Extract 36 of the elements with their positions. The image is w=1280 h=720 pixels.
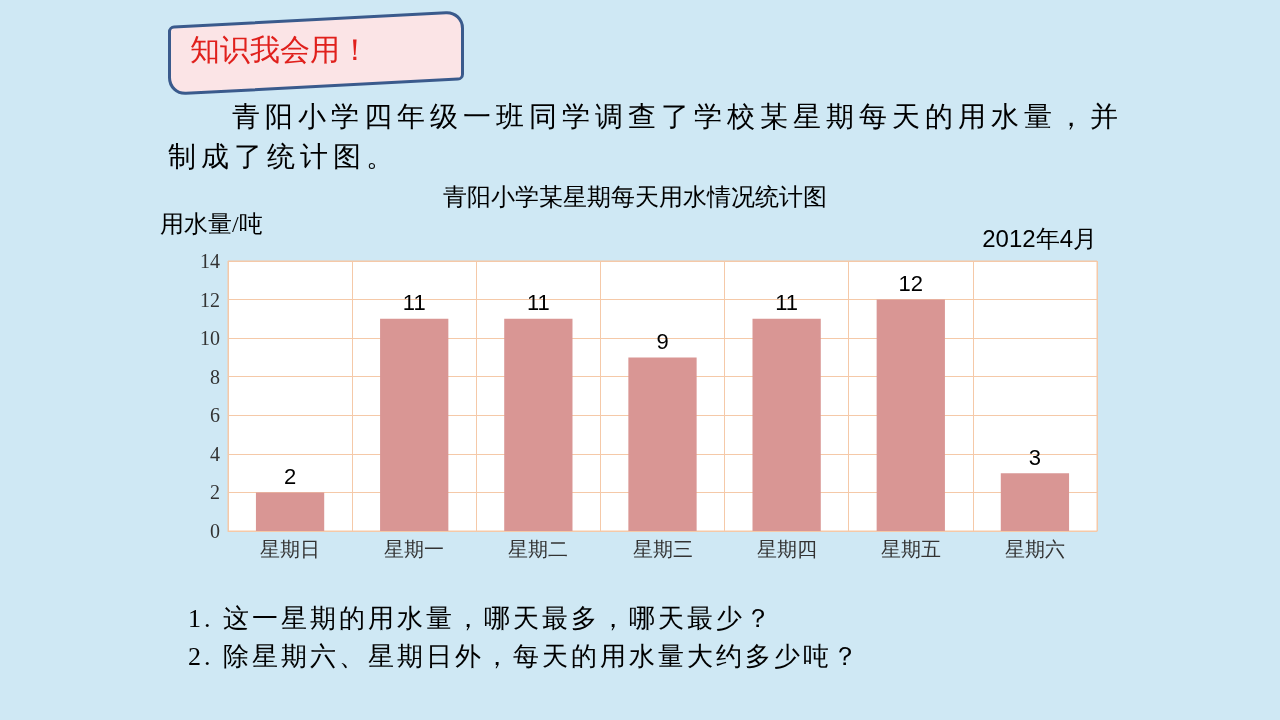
data-label: 9: [656, 328, 669, 354]
y-tick-label: 6: [210, 404, 220, 427]
y-tick-label: 10: [200, 327, 220, 350]
x-tick-label: 星期三: [632, 538, 693, 560]
data-label: 11: [775, 290, 799, 316]
text: 知识我会用！: [190, 32, 370, 68]
y-tick-label: 2: [210, 481, 220, 504]
y-tick-label: 8: [210, 365, 220, 388]
x-tick-label: 星期六: [1004, 538, 1065, 560]
data-label: 12: [898, 271, 924, 297]
y-tick-label: 12: [200, 288, 220, 311]
data-label: 11: [402, 290, 426, 316]
bar: [380, 318, 449, 531]
y-axis-title: 用水量/吨: [160, 211, 263, 237]
bar: [752, 318, 821, 531]
data-label: 2: [283, 463, 297, 489]
bar: [628, 357, 697, 531]
y-tick-label: 14: [200, 250, 220, 272]
chart-title: 青阳小学某星期每天用水情况统计图: [443, 184, 827, 210]
x-tick-label: 星期四: [756, 538, 817, 560]
x-tick-label: 星期一: [384, 538, 445, 560]
text: 2012年4月: [982, 224, 1098, 252]
text: 2. 除星期六、星期日外，每天的用水量大约多少吨？: [188, 641, 861, 673]
bar: [876, 299, 945, 531]
bar: [1000, 473, 1070, 531]
data-label: 3: [1028, 444, 1042, 470]
bar: [255, 492, 325, 531]
y-tick-label: 0: [210, 520, 220, 542]
text: 青阳小学四年级一班同学调查了学校某星期每天的用水量，并制成了统计图。: [168, 100, 1124, 174]
y-tick-label: 4: [210, 442, 220, 465]
x-tick-label: 星期二: [508, 538, 569, 560]
data-label: 11: [526, 290, 550, 316]
bar: [504, 318, 573, 531]
text: 1. 这一星期的用水量，哪天最多，哪天最少？: [188, 603, 775, 635]
x-tick-label: 星期日: [260, 538, 321, 560]
x-tick-label: 星期五: [880, 538, 941, 560]
